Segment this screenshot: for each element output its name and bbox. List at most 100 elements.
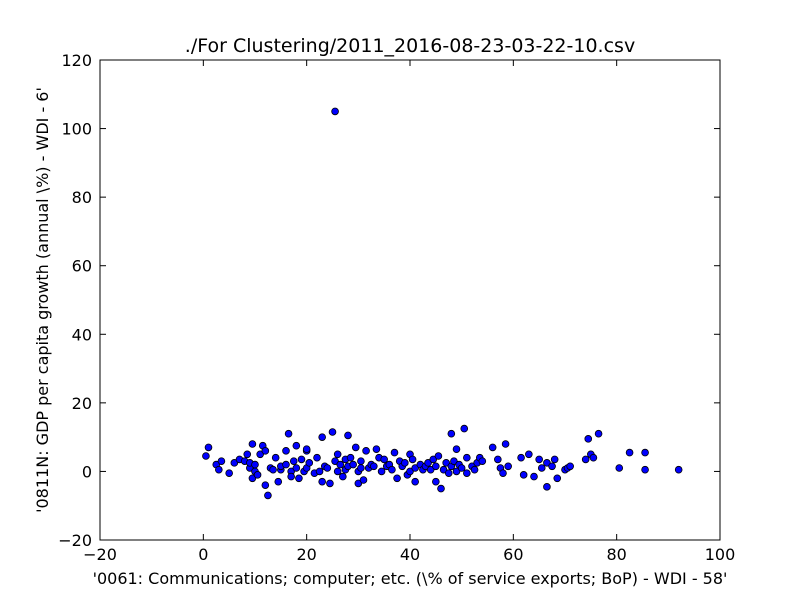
data-point bbox=[339, 472, 347, 481]
data-point bbox=[447, 429, 456, 438]
data-point bbox=[346, 453, 355, 462]
data-point bbox=[251, 460, 259, 469]
data-point bbox=[641, 465, 649, 474]
data-point bbox=[548, 462, 556, 471]
data-point bbox=[225, 469, 233, 477]
data-point bbox=[535, 455, 543, 464]
data-point bbox=[344, 431, 352, 440]
data-points bbox=[202, 107, 683, 500]
data-point bbox=[426, 465, 435, 474]
data-point bbox=[424, 459, 432, 467]
data-point bbox=[357, 457, 365, 465]
data-point bbox=[362, 447, 370, 455]
data-point bbox=[271, 453, 280, 462]
data-point bbox=[581, 455, 590, 464]
y-tick-label: 20 bbox=[72, 394, 92, 413]
data-point bbox=[349, 460, 357, 469]
data-point bbox=[302, 445, 311, 453]
data-point bbox=[261, 481, 270, 489]
data-point bbox=[274, 477, 283, 486]
data-point bbox=[204, 443, 213, 452]
data-point bbox=[625, 448, 634, 457]
data-point bbox=[406, 467, 414, 476]
data-point bbox=[530, 472, 538, 481]
data-point bbox=[253, 471, 262, 479]
tick-labels: −20 0 20 40 60 80 100 −20 0 20 40 60 80 100 120 bbox=[58, 51, 735, 564]
data-point bbox=[457, 464, 466, 472]
data-point bbox=[388, 465, 396, 474]
data-point bbox=[284, 429, 293, 438]
data-point bbox=[331, 107, 339, 116]
data-point bbox=[439, 465, 448, 474]
data-point bbox=[333, 450, 342, 459]
data-point bbox=[264, 491, 272, 500]
data-point bbox=[543, 459, 551, 467]
data-point bbox=[452, 445, 461, 453]
data-point bbox=[488, 443, 497, 452]
data-point bbox=[289, 457, 298, 465]
data-point bbox=[292, 441, 301, 450]
data-point bbox=[501, 440, 510, 448]
data-point bbox=[452, 467, 461, 476]
data-point bbox=[230, 459, 239, 467]
data-point bbox=[354, 479, 363, 488]
data-point bbox=[584, 435, 593, 443]
data-point bbox=[517, 453, 525, 462]
data-point bbox=[323, 464, 332, 472]
data-point bbox=[282, 460, 290, 469]
data-point bbox=[408, 455, 417, 464]
axis-ticks bbox=[99, 59, 721, 541]
x-tick-label: 20 bbox=[296, 545, 316, 564]
data-point bbox=[315, 467, 324, 476]
data-point bbox=[248, 474, 257, 483]
chart-title: ./For Clustering/2011_2016-08-23-03-22-1… bbox=[185, 35, 635, 57]
data-point bbox=[494, 455, 502, 464]
data-point bbox=[372, 445, 381, 453]
data-point bbox=[504, 462, 512, 471]
data-point bbox=[432, 477, 440, 486]
data-point bbox=[318, 433, 326, 441]
x-tick-label: 60 bbox=[503, 545, 523, 564]
x-axis-label: '0061: Communications; computer; etc. (\… bbox=[93, 569, 728, 588]
data-point bbox=[641, 448, 649, 457]
data-point bbox=[292, 464, 301, 472]
data-point bbox=[359, 476, 368, 484]
data-point bbox=[287, 472, 295, 481]
data-point bbox=[566, 462, 574, 471]
data-point bbox=[432, 462, 440, 471]
data-point bbox=[674, 465, 683, 474]
data-point bbox=[215, 465, 223, 474]
data-point bbox=[326, 479, 334, 488]
data-point bbox=[261, 447, 270, 455]
data-point bbox=[243, 450, 252, 459]
data-point bbox=[370, 462, 378, 471]
data-point bbox=[478, 457, 487, 465]
data-point bbox=[401, 459, 409, 467]
data-point bbox=[434, 452, 443, 460]
x-tick-label: 100 bbox=[705, 545, 736, 564]
data-point bbox=[450, 457, 458, 465]
data-point bbox=[437, 484, 445, 493]
data-point bbox=[248, 440, 257, 448]
y-tick-label: 60 bbox=[72, 257, 92, 276]
y-axis-label: '0811N: GDP per capita growth (annual \%… bbox=[33, 87, 52, 513]
data-point bbox=[333, 467, 342, 476]
data-point bbox=[442, 459, 450, 467]
data-point bbox=[377, 467, 386, 476]
data-point bbox=[295, 474, 303, 483]
x-tick-label: 80 bbox=[606, 545, 626, 564]
y-tick-label: 80 bbox=[72, 188, 92, 207]
data-point bbox=[537, 464, 546, 472]
data-point bbox=[297, 455, 306, 464]
data-point bbox=[460, 424, 469, 433]
data-point bbox=[390, 448, 399, 457]
data-point bbox=[429, 455, 438, 464]
data-point bbox=[217, 457, 226, 465]
y-tick-label: 120 bbox=[61, 51, 92, 70]
data-point bbox=[411, 477, 419, 486]
data-point bbox=[553, 474, 562, 483]
data-point bbox=[269, 465, 277, 474]
